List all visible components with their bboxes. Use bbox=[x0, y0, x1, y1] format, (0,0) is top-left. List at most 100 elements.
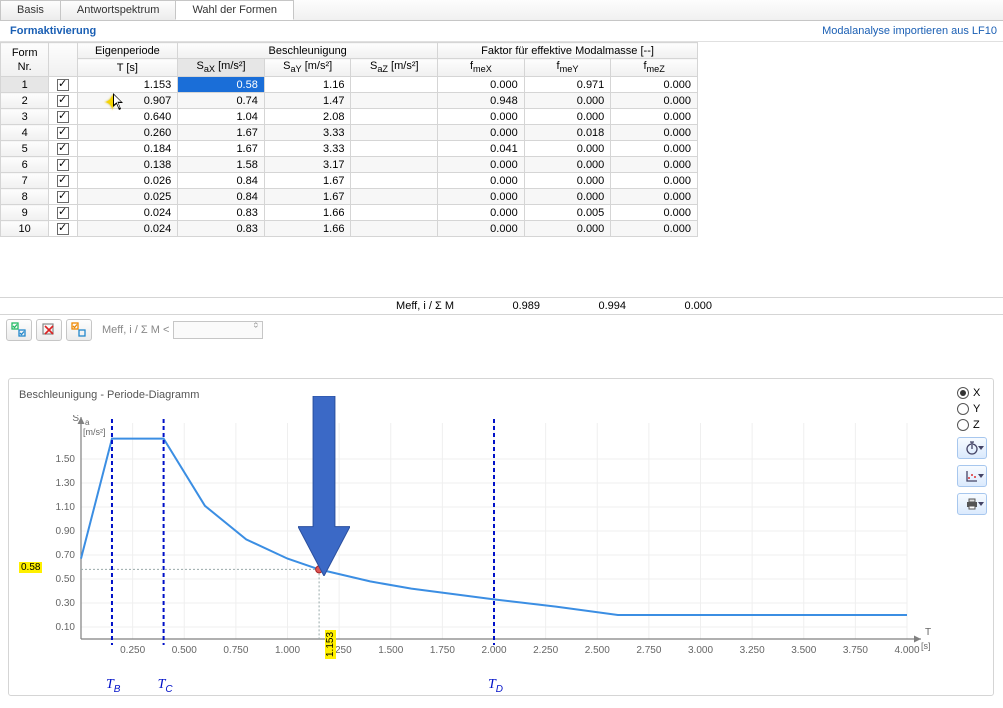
cell-fmez[interactable]: 0.000 bbox=[611, 205, 698, 221]
table-row[interactable]: 30.6401.042.080.0000.0000.000 bbox=[1, 109, 698, 125]
cell-sax[interactable]: 0.84 bbox=[178, 173, 265, 189]
row-checkbox[interactable] bbox=[49, 157, 77, 173]
table-row[interactable]: 20.9070.741.470.9480.0000.000 bbox=[1, 93, 698, 109]
cell-period[interactable]: 0.025 bbox=[77, 189, 178, 205]
cell-fmez[interactable]: 0.000 bbox=[611, 125, 698, 141]
cell-fmez[interactable]: 0.000 bbox=[611, 189, 698, 205]
row-checkbox[interactable] bbox=[49, 205, 77, 221]
table-row[interactable]: 100.0240.831.660.0000.0000.000 bbox=[1, 221, 698, 237]
cell-say[interactable]: 1.47 bbox=[264, 93, 351, 109]
cell-fmez[interactable]: 0.000 bbox=[611, 109, 698, 125]
cell-fmex[interactable]: 0.000 bbox=[438, 109, 525, 125]
cell-say[interactable]: 1.67 bbox=[264, 173, 351, 189]
row-checkbox[interactable] bbox=[49, 125, 77, 141]
mass-filter-spinner[interactable] bbox=[173, 321, 263, 339]
table-row[interactable]: 11.1530.581.160.0000.9710.000 bbox=[1, 77, 698, 93]
deselect-all-button[interactable] bbox=[36, 319, 62, 341]
import-link[interactable]: Modalanalyse importieren aus LF10 bbox=[822, 25, 997, 37]
cell-fmex[interactable]: 0.000 bbox=[438, 221, 525, 237]
cell-fmex[interactable]: 0.000 bbox=[438, 125, 525, 141]
cell-period[interactable]: 0.640 bbox=[77, 109, 178, 125]
cell-say[interactable]: 3.17 bbox=[264, 157, 351, 173]
cell-fmex[interactable]: 0.000 bbox=[438, 189, 525, 205]
cell-period[interactable]: 0.138 bbox=[77, 157, 178, 173]
cell-sax[interactable]: 0.83 bbox=[178, 221, 265, 237]
cell-saz[interactable] bbox=[351, 173, 438, 189]
cell-fmey[interactable]: 0.000 bbox=[524, 173, 611, 189]
cell-saz[interactable] bbox=[351, 157, 438, 173]
cell-saz[interactable] bbox=[351, 189, 438, 205]
cell-say[interactable]: 1.66 bbox=[264, 221, 351, 237]
cell-saz[interactable] bbox=[351, 221, 438, 237]
row-checkbox[interactable] bbox=[49, 221, 77, 237]
cell-fmez[interactable]: 0.000 bbox=[611, 173, 698, 189]
select-all-button[interactable] bbox=[6, 319, 32, 341]
tab-antwortspektrum[interactable]: Antwortspektrum bbox=[60, 0, 177, 20]
tab-basis[interactable]: Basis bbox=[0, 0, 61, 20]
cell-period[interactable]: 0.024 bbox=[77, 221, 178, 237]
cell-saz[interactable] bbox=[351, 77, 438, 93]
modal-forms-table[interactable]: FormNr.EigenperiodeBeschleunigungFaktor … bbox=[0, 42, 698, 237]
cell-period[interactable]: 0.026 bbox=[77, 173, 178, 189]
axes-button[interactable] bbox=[957, 465, 987, 487]
cell-saz[interactable] bbox=[351, 109, 438, 125]
cell-fmey[interactable]: 0.000 bbox=[524, 109, 611, 125]
table-row[interactable]: 90.0240.831.660.0000.0050.000 bbox=[1, 205, 698, 221]
cell-period[interactable]: 0.260 bbox=[77, 125, 178, 141]
axis-radio-z[interactable]: Z bbox=[957, 419, 980, 431]
table-row[interactable]: 40.2601.673.330.0000.0180.000 bbox=[1, 125, 698, 141]
cell-say[interactable]: 3.33 bbox=[264, 141, 351, 157]
row-checkbox[interactable] bbox=[49, 189, 77, 205]
cell-fmex[interactable]: 0.000 bbox=[438, 205, 525, 221]
axis-radio-y[interactable]: Y bbox=[957, 403, 980, 415]
row-checkbox[interactable] bbox=[49, 93, 77, 109]
cell-fmey[interactable]: 0.000 bbox=[524, 157, 611, 173]
cell-fmex[interactable]: 0.000 bbox=[438, 173, 525, 189]
cell-fmez[interactable]: 0.000 bbox=[611, 77, 698, 93]
cell-say[interactable]: 3.33 bbox=[264, 125, 351, 141]
cell-fmex[interactable]: 0.041 bbox=[438, 141, 525, 157]
cell-fmey[interactable]: 0.000 bbox=[524, 189, 611, 205]
cell-sax[interactable]: 1.58 bbox=[178, 157, 265, 173]
cell-fmey[interactable]: 0.971 bbox=[524, 77, 611, 93]
cell-fmey[interactable]: 0.005 bbox=[524, 205, 611, 221]
cell-period[interactable]: 0.907 bbox=[77, 93, 178, 109]
cell-saz[interactable] bbox=[351, 93, 438, 109]
cell-sax[interactable]: 0.58 bbox=[178, 77, 265, 93]
stopwatch-button[interactable] bbox=[957, 437, 987, 459]
cell-fmey[interactable]: 0.000 bbox=[524, 221, 611, 237]
row-checkbox[interactable] bbox=[49, 77, 77, 93]
row-checkbox[interactable] bbox=[49, 141, 77, 157]
cell-period[interactable]: 1.153 bbox=[77, 77, 178, 93]
cell-sax[interactable]: 1.67 bbox=[178, 125, 265, 141]
cell-fmex[interactable]: 0.000 bbox=[438, 157, 525, 173]
cell-saz[interactable] bbox=[351, 141, 438, 157]
table-row[interactable]: 70.0260.841.670.0000.0000.000 bbox=[1, 173, 698, 189]
cell-fmey[interactable]: 0.000 bbox=[524, 93, 611, 109]
cell-say[interactable]: 1.16 bbox=[264, 77, 351, 93]
cell-fmez[interactable]: 0.000 bbox=[611, 93, 698, 109]
cell-fmey[interactable]: 0.018 bbox=[524, 125, 611, 141]
table-row[interactable]: 60.1381.583.170.0000.0000.000 bbox=[1, 157, 698, 173]
cell-sax[interactable]: 1.67 bbox=[178, 141, 265, 157]
cell-fmez[interactable]: 0.000 bbox=[611, 157, 698, 173]
axis-radio-x[interactable]: X bbox=[957, 387, 980, 399]
table-row[interactable]: 50.1841.673.330.0410.0000.000 bbox=[1, 141, 698, 157]
cell-fmex[interactable]: 0.000 bbox=[438, 77, 525, 93]
cell-sax[interactable]: 0.74 bbox=[178, 93, 265, 109]
row-checkbox[interactable] bbox=[49, 109, 77, 125]
cell-fmex[interactable]: 0.948 bbox=[438, 93, 525, 109]
cell-sax[interactable]: 0.84 bbox=[178, 189, 265, 205]
table-row[interactable]: 80.0250.841.670.0000.0000.000 bbox=[1, 189, 698, 205]
print-button[interactable] bbox=[957, 493, 987, 515]
cell-sax[interactable]: 0.83 bbox=[178, 205, 265, 221]
tab-wahl-der-formen[interactable]: Wahl der Formen bbox=[175, 0, 294, 20]
cell-fmez[interactable]: 0.000 bbox=[611, 141, 698, 157]
cell-period[interactable]: 0.024 bbox=[77, 205, 178, 221]
spectrum-chart[interactable]: 0.100.300.500.700.901.101.301.500.2500.5… bbox=[53, 415, 937, 675]
cell-say[interactable]: 2.08 bbox=[264, 109, 351, 125]
cell-period[interactable]: 0.184 bbox=[77, 141, 178, 157]
cell-say[interactable]: 1.67 bbox=[264, 189, 351, 205]
cell-fmez[interactable]: 0.000 bbox=[611, 221, 698, 237]
cell-fmey[interactable]: 0.000 bbox=[524, 141, 611, 157]
